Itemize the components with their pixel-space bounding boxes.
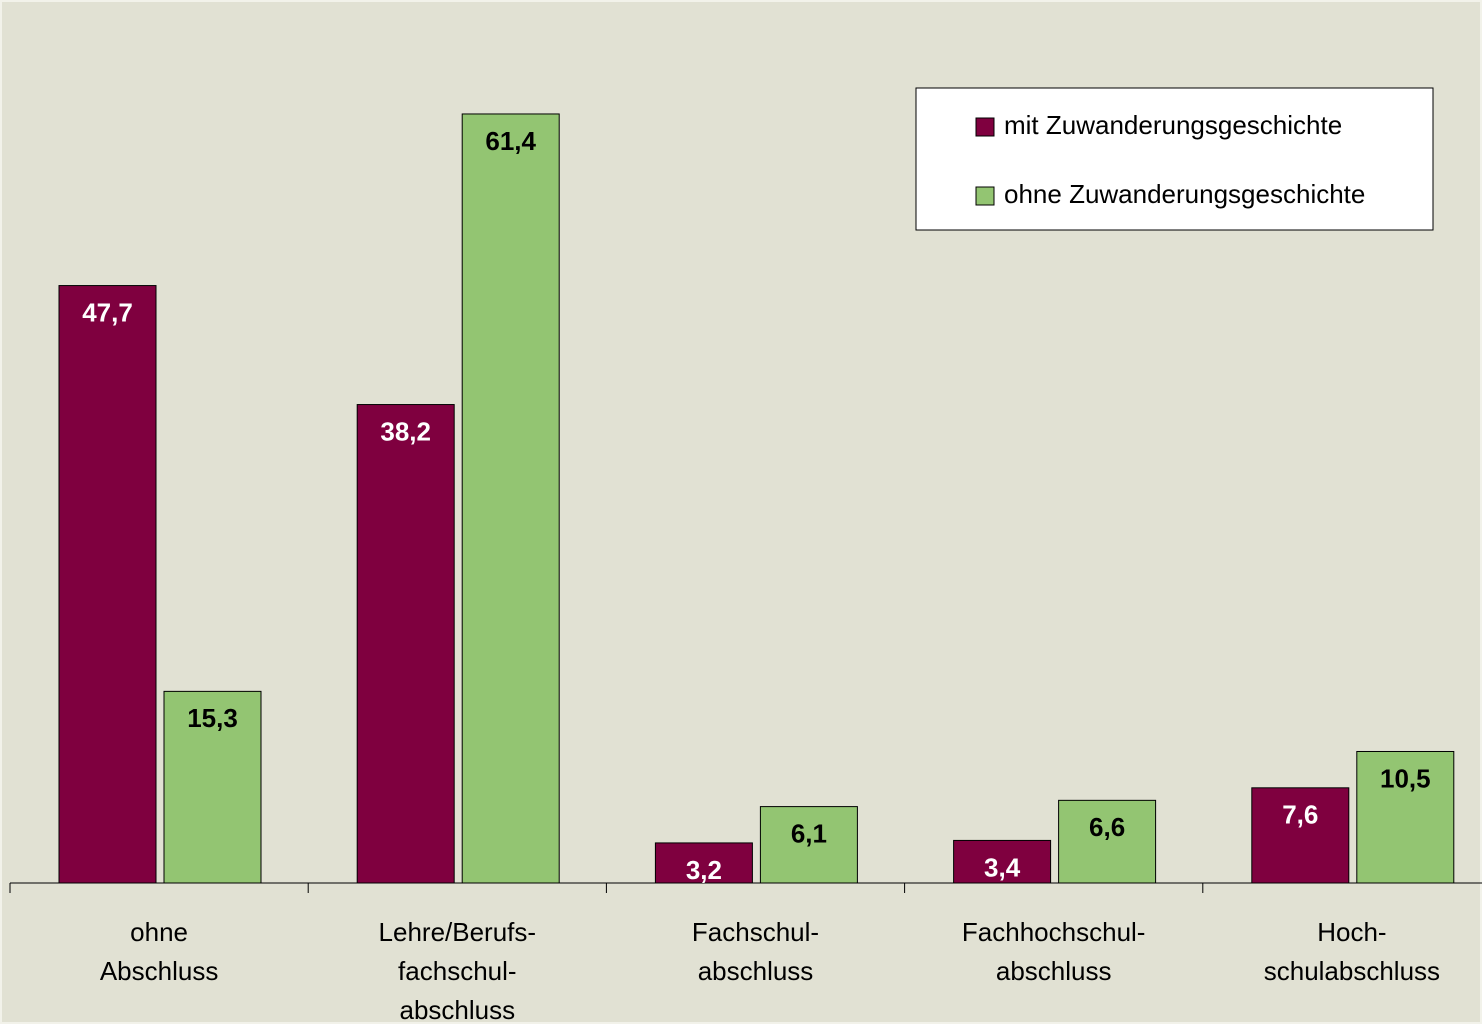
data-label: 6,1 xyxy=(791,818,827,848)
legend-box xyxy=(915,87,1434,231)
bar xyxy=(759,806,858,884)
bar xyxy=(461,113,560,884)
data-label: 3,2 xyxy=(686,855,722,885)
x-tick-label: Fachhochschul- xyxy=(962,917,1146,947)
data-label: 38,2 xyxy=(380,416,431,446)
x-tick-label: abschluss xyxy=(698,956,814,986)
data-label: 3,4 xyxy=(984,852,1021,882)
x-tick-label: Hoch- xyxy=(1317,917,1386,947)
legend-swatch xyxy=(975,117,995,137)
bar xyxy=(953,839,1052,884)
bar xyxy=(163,690,262,884)
data-label: 47,7 xyxy=(82,297,133,327)
bar xyxy=(356,404,455,884)
legend-swatch xyxy=(975,186,995,206)
bar xyxy=(1058,799,1157,884)
x-tick-label: abschluss xyxy=(399,995,515,1024)
data-label: 6,6 xyxy=(1089,812,1125,842)
x-tick-label: Abschluss xyxy=(100,956,219,986)
x-tick-label: ohne xyxy=(130,917,188,947)
data-label: 15,3 xyxy=(187,703,238,733)
data-label: 7,6 xyxy=(1282,800,1318,830)
bar xyxy=(1356,750,1455,884)
bar xyxy=(1251,787,1350,884)
data-label: 10,5 xyxy=(1380,763,1431,793)
bar xyxy=(654,842,753,884)
x-tick-label: Lehre/Berufs- xyxy=(379,917,537,947)
bar xyxy=(58,285,157,884)
x-tick-label: schulabschluss xyxy=(1264,956,1440,986)
x-tick-label: Fachschul- xyxy=(692,917,819,947)
legend-label: ohne Zuwanderungsgeschichte xyxy=(1004,179,1365,209)
data-label: 61,4 xyxy=(485,126,536,156)
legend-label: mit Zuwanderungsgeschichte xyxy=(1004,110,1342,140)
x-tick-label: abschluss xyxy=(996,956,1112,986)
x-tick-label: fachschul- xyxy=(398,956,517,986)
